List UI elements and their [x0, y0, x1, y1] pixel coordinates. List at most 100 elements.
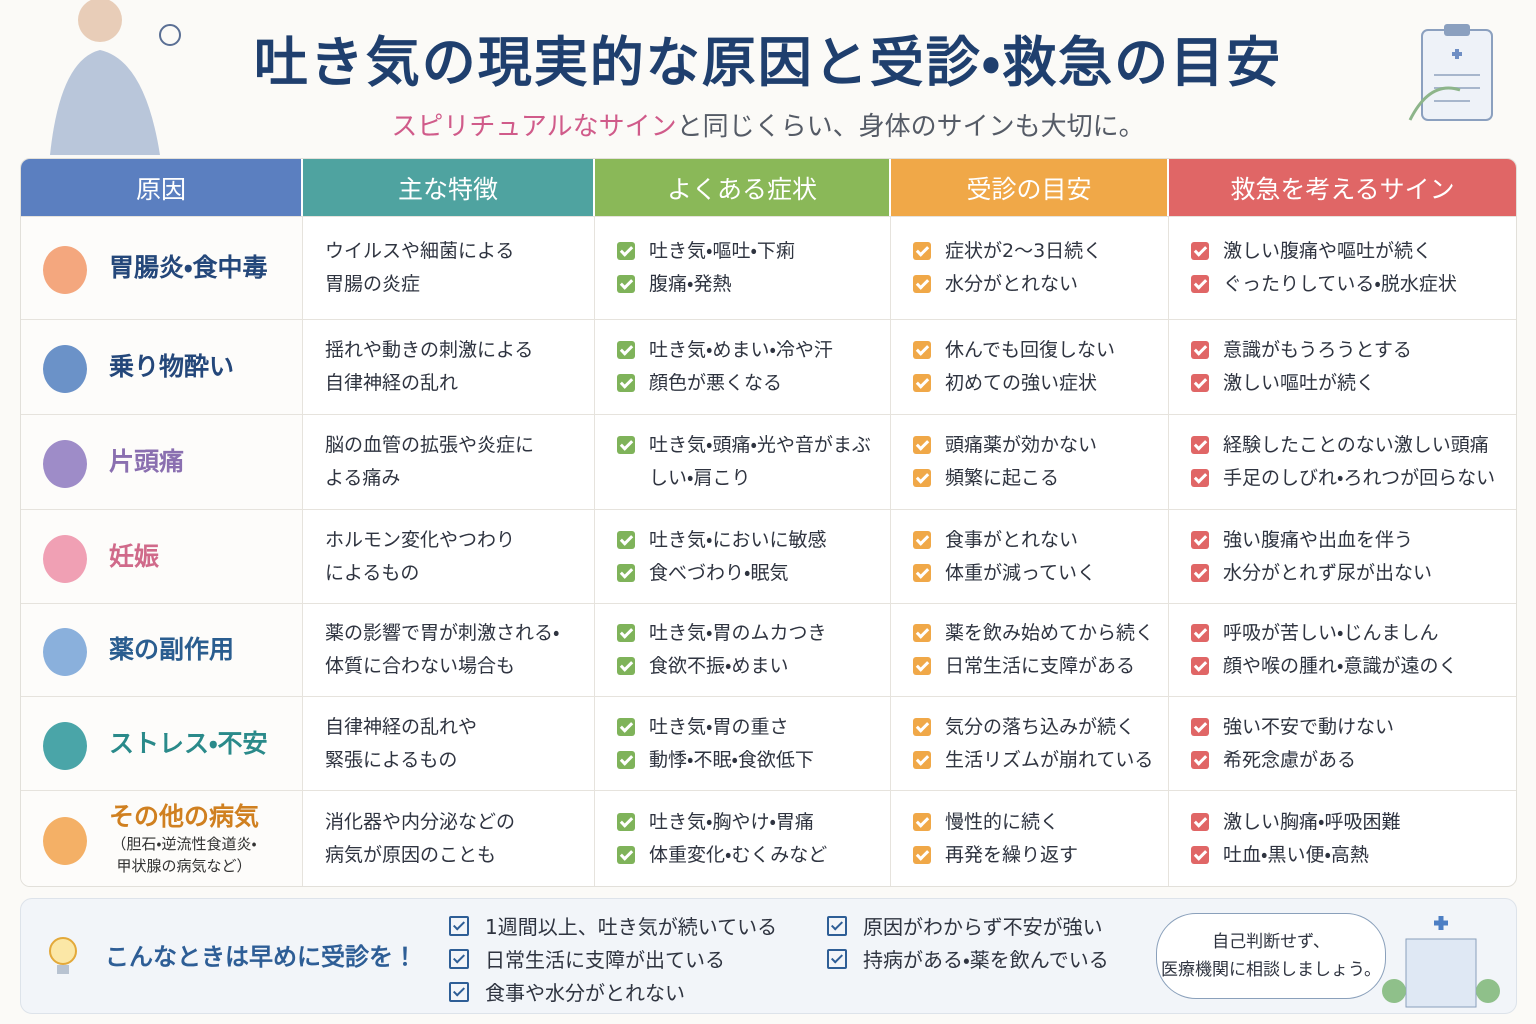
visit-cell: 休んでも回復しない 初めての強い症状 [891, 319, 1169, 414]
item-text: 吐き気・胸やけ・胃痛 [649, 810, 814, 833]
checkbox [1191, 717, 1209, 736]
visit-cell: 慢性的に続く 再発を繰り返す [891, 790, 1169, 886]
check-item: 気分の落ち込みが続く [913, 711, 1168, 744]
cause-icon [43, 440, 87, 488]
check-item: 体重変化・むくみなど [617, 839, 890, 872]
check-item: 意識がもうろうとする [1191, 334, 1516, 367]
item-text: 初めての強い症状 [945, 372, 1098, 394]
feature-line: 緊張によるもの [325, 748, 458, 771]
item-text: 薬を飲み始めてから続く [945, 622, 1155, 644]
feature-line: 病気が原因のことも [325, 843, 497, 866]
footer: こんなときは早めに受診を！ 自己判断せず、 医療機関に相談しましょう。 1週間以上… [20, 898, 1517, 1014]
item-text: 休んでも回復しない [945, 339, 1116, 361]
item-text: 気分の落ち込みが続く [945, 715, 1136, 738]
feature-line: 脳の血管の拡張や炎症に [325, 434, 535, 456]
hospital-icon [1382, 916, 1500, 1008]
item-text: 頭痛薬が効かない [945, 434, 1098, 456]
checkbox [913, 341, 931, 359]
cause-text: 薬の副作用 [109, 634, 234, 666]
item-text: 症状が2〜3日続く [945, 240, 1103, 262]
footer-item: 食事や水分がとれない [449, 977, 685, 1006]
cause-name: 片頭痛 [109, 447, 185, 476]
cause-text: 片頭痛 [109, 446, 184, 478]
item-text: 手足のしびれ・ろれつが回らない [1223, 467, 1496, 489]
checkbox [617, 750, 635, 769]
cause-name: 妊娠 [109, 541, 160, 571]
cause-icon [43, 345, 87, 393]
checkbox [913, 530, 931, 549]
item-text: 食欲不振・めまい [649, 655, 789, 677]
checkbox [1191, 750, 1209, 769]
check-item: 症状が2〜3日続く [913, 235, 1168, 268]
checkbox [913, 717, 931, 736]
item-text: 水分がとれず尿が出ない [1223, 561, 1433, 584]
features-cell: 薬の影響で胃が刺激される・ 体質に合わない場合も [303, 603, 595, 696]
checkbox [1191, 275, 1209, 293]
item-text: ぐったりしている・脱水症状 [1223, 273, 1457, 295]
checkbox [1191, 242, 1209, 260]
item-text: 再発を繰り返す [945, 843, 1079, 866]
check-item: 日常生活に支障がある [913, 650, 1168, 683]
check-item: 吐き気・めまい・冷や汗 [617, 334, 890, 367]
checkbox [1191, 469, 1209, 487]
item-text: 強い腹痛や出血を伴う [1223, 528, 1414, 551]
item-text: 吐き気・嘔吐・下痢 [649, 240, 795, 262]
item-text: 吐血・黒い便・高熱 [1223, 843, 1369, 866]
item-text: 経験したことのない激しい頭痛 [1223, 434, 1489, 456]
check-item: ぐったりしている・脱水症状 [1191, 268, 1516, 301]
checkbox [617, 717, 635, 736]
visit-cell: 症状が2〜3日続く 水分がとれない [891, 216, 1169, 319]
checkbox [913, 845, 931, 864]
checkbox [617, 436, 635, 454]
checkbox [1191, 530, 1209, 549]
checkbox [1191, 341, 1209, 359]
checkbox [617, 341, 635, 359]
check-item: 食べづわり・眠気 [617, 557, 890, 590]
item-text: 吐き気・頭痛・光や音がまぶしい・肩こり [649, 434, 871, 489]
emergency-cell: 経験したことのない激しい頭痛 手足のしびれ・ろれつが回らない [1169, 414, 1516, 509]
feature-line: 薬の影響で胃が刺激される・ [325, 622, 560, 644]
checkbox [913, 563, 931, 582]
item-text: 体重変化・むくみなど [649, 843, 828, 866]
visit-cell: 気分の落ち込みが続く 生活リズムが崩れている [891, 696, 1169, 790]
visit-cell: 薬を飲み始めてから続く 日常生活に支障がある [891, 603, 1169, 696]
check-item: 再発を繰り返す [913, 839, 1168, 872]
item-text: 日常生活に支障がある [945, 655, 1136, 677]
cause-cell: ストレス・不安 [21, 696, 303, 790]
emergency-cell: 意識がもうろうとする 激しい嘔吐が続く [1169, 319, 1516, 414]
symptoms-cell: 吐き気・においに敏感 食べづわり・眠気 [595, 509, 891, 603]
check-item: 激しい嘔吐が続く [1191, 367, 1516, 400]
visit-cell: 食事がとれない体重が減っていく [891, 509, 1169, 603]
check-item: 吐き気・胸やけ・胃痛 [617, 806, 890, 839]
check-item: 激しい腹痛や嘔吐が続く [1191, 235, 1516, 268]
item-text: 食べづわり・眠気 [649, 561, 789, 584]
column-header: よくある症状 [595, 159, 891, 216]
check-item: 食事がとれない [913, 524, 1168, 557]
checkbox [617, 845, 635, 864]
item-text: 希死念慮がある [1223, 748, 1357, 771]
footer-item-text: 日常生活に支障が出ている [485, 948, 725, 972]
emergency-cell: 強い腹痛や出血を伴う 水分がとれず尿が出ない [1169, 509, 1516, 603]
bulb-icon [49, 937, 77, 974]
item-text: 強い不安で動けない [1223, 715, 1395, 738]
subtitle: スピリチュアルなサインと同じくらい、身体のサインも大切に。 [0, 106, 1536, 143]
item-text: 激しい胸痛・呼吸困難 [1223, 810, 1401, 833]
item-text: 動悸・不眠・食欲低下 [649, 748, 814, 771]
cause-icon [43, 816, 87, 865]
item-text: 体重が減っていく [945, 561, 1097, 584]
check-item: 休んでも回復しない [913, 334, 1168, 367]
item-text: 激しい腹痛や嘔吐が続く [1223, 240, 1433, 262]
checkbox [449, 948, 469, 969]
cause-text: 胃腸炎・食中毒 [109, 252, 268, 284]
cause-icon [43, 721, 87, 770]
symptoms-cell: 吐き気・頭痛・光や音がまぶしい・肩こり [595, 414, 891, 509]
symptoms-cell: 吐き気・胸やけ・胃痛 体重変化・むくみなど [595, 790, 891, 886]
checkbox [1191, 436, 1209, 454]
checkbox [913, 436, 931, 454]
feature-line: 揺れや動きの刺激による [325, 339, 534, 361]
checkbox [913, 469, 931, 487]
check-item: 顔色が悪くなる [617, 367, 890, 400]
item-text: 腹痛・発熱 [649, 273, 732, 295]
check-item: 呼吸が苦しい・じんましん [1191, 617, 1516, 650]
checkbox [913, 242, 931, 260]
